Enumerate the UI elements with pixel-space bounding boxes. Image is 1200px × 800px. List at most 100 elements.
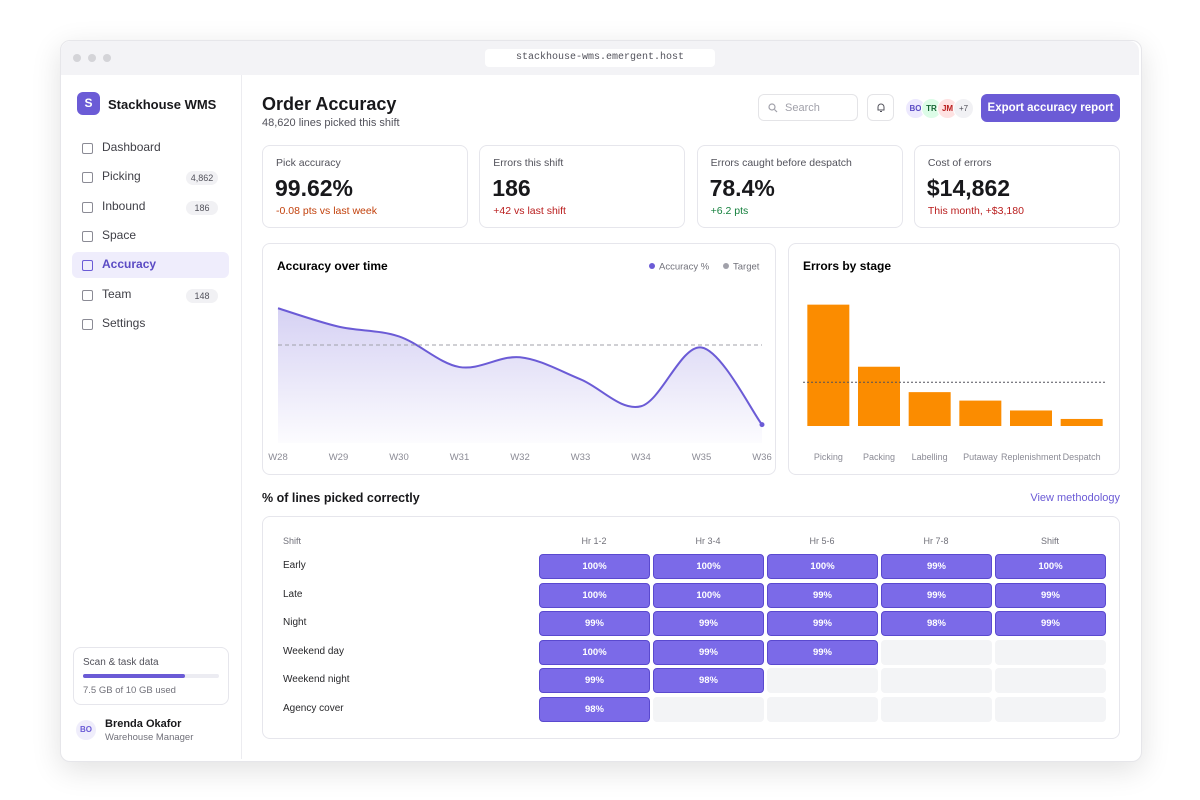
storage-title: Scan & task data (83, 657, 159, 668)
nav-icon (82, 318, 93, 330)
bar-card: Errors by stage Picking Packing Labelling Pu… (788, 243, 1120, 475)
cell: 99% (653, 611, 764, 636)
empty-cell (767, 696, 878, 722)
nav-icon (82, 230, 93, 242)
row-label: Agency cover (283, 702, 344, 714)
title-bar: stackhouse-wms.emergent.host (61, 41, 1139, 75)
cell: 99% (653, 639, 764, 665)
search-box[interactable]: Search (758, 94, 858, 121)
cell: 98% (539, 696, 650, 722)
x-tick-label: Picking (814, 452, 843, 462)
nav-icon (82, 260, 93, 272)
sidebar (61, 75, 242, 759)
logo: S (77, 92, 100, 115)
line-card: Accuracy over time Accuracy % Target W28 W29… (262, 243, 776, 475)
cell: 99% (767, 611, 878, 636)
column-header: Hr 7-8 (923, 536, 949, 546)
row-label: Early (283, 560, 306, 571)
empty-cell (881, 639, 992, 665)
x-tick-label: Labelling (912, 452, 948, 462)
cell: 98% (653, 668, 764, 693)
legend-dot (723, 263, 729, 269)
cell: 100% (995, 554, 1106, 579)
cell: 99% (995, 611, 1106, 636)
x-tick-label: W31 (450, 452, 470, 463)
kpi-label: Errors this shift (493, 157, 564, 169)
cell: 100% (539, 554, 650, 579)
brand: Stackhouse WMS (108, 97, 217, 112)
nav-active-bg (72, 252, 229, 279)
row-label: Weekend day (283, 645, 344, 657)
x-tick-label: W29 (329, 452, 349, 463)
cell: 99% (767, 639, 878, 665)
empty-cell (995, 696, 1106, 722)
column-header: Hr 5-6 (809, 536, 835, 546)
nav-icon (82, 172, 93, 184)
row-label: Late (283, 588, 303, 600)
storage-track (83, 674, 219, 678)
nav-label[interactable]: Settings (102, 315, 146, 330)
empty-cell (995, 639, 1106, 665)
end-point (759, 422, 765, 428)
bar (908, 392, 951, 426)
bar-chart: Errors by stage Picking Packing Labelling Pu… (803, 259, 1107, 462)
kpi-value: 99.62% (275, 175, 354, 201)
kpi-delta: -0.08 pts vs last week (276, 205, 377, 217)
kpi-card: Errors this shift 186 +42 vs last shift (479, 145, 686, 228)
avatar-more: +7 (953, 98, 974, 119)
x-tick-label: W30 (389, 452, 409, 463)
kpi-value: $14,862 (926, 175, 1011, 201)
cell: 100% (539, 639, 650, 665)
nav-label[interactable]: Dashboard (102, 140, 161, 154)
empty-cell (995, 668, 1106, 693)
nav-label[interactable]: Space (102, 227, 137, 242)
column-header: Hr 3-4 (695, 536, 721, 546)
kpi-card: Pick accuracy 99.62% -0.08 pts vs last wee… (262, 145, 468, 228)
table-title: % of lines picked correctly (262, 491, 420, 505)
cell: 99% (881, 554, 992, 579)
page-subtitle: 48,620 lines picked this shift (262, 117, 400, 129)
cell: 99% (881, 582, 992, 608)
kpi-label: Cost of errors (927, 157, 992, 169)
storage-card: Scan & task data 7.5 GB of 10 GB used (73, 647, 229, 705)
window-dot (73, 54, 81, 62)
cell: 98% (881, 611, 992, 636)
empty-cell (881, 696, 992, 722)
bar (807, 304, 850, 426)
methodology-link[interactable]: View methodology (1030, 492, 1120, 504)
x-tick-label: W33 (571, 452, 591, 463)
area (278, 308, 762, 443)
x-tick-label: Despatch (1063, 452, 1101, 462)
notifications[interactable] (867, 94, 894, 121)
search-icon (768, 103, 778, 113)
url-bar[interactable]: stackhouse-wms.emergent.host (485, 49, 715, 67)
legend-label: Target (733, 262, 760, 273)
bar (959, 400, 1002, 426)
row-label: Weekend night (283, 674, 350, 685)
bell-icon (877, 103, 885, 112)
nav-label[interactable]: Picking (102, 169, 141, 184)
line-chart: Accuracy over time Accuracy % Target W28 W29… (268, 259, 772, 463)
nav-label[interactable]: Team (102, 286, 132, 301)
nav-label[interactable]: Inbound (102, 198, 146, 213)
legend-dot (649, 263, 655, 269)
cell: 100% (767, 554, 878, 579)
kpi-delta: +42 vs last shift (493, 205, 566, 217)
chart-title: Errors by stage (803, 259, 891, 273)
legend-label: Accuracy % (659, 262, 710, 273)
avatar: JM (937, 98, 958, 119)
user-avatar: BO (76, 720, 96, 740)
user-name: Brenda Okafor (105, 718, 182, 730)
nav-label[interactable]: Accuracy (102, 257, 157, 272)
bar (858, 366, 900, 426)
accuracy-table: Shift Hr 1-2 Hr 3-4 Hr 5-6 Hr 7-8 Shift Early 1… (262, 516, 1120, 739)
empty-cell (881, 668, 992, 693)
x-tick-label: Putaway (963, 452, 998, 462)
export-button[interactable]: Export accuracy report (981, 94, 1120, 122)
page-title: Order Accuracy (262, 94, 397, 114)
bar (1010, 410, 1052, 426)
column-header: Hr 1-2 (581, 536, 607, 546)
nav-icon (82, 143, 93, 154)
column-header: Shift (283, 536, 302, 546)
empty-cell (653, 696, 764, 722)
